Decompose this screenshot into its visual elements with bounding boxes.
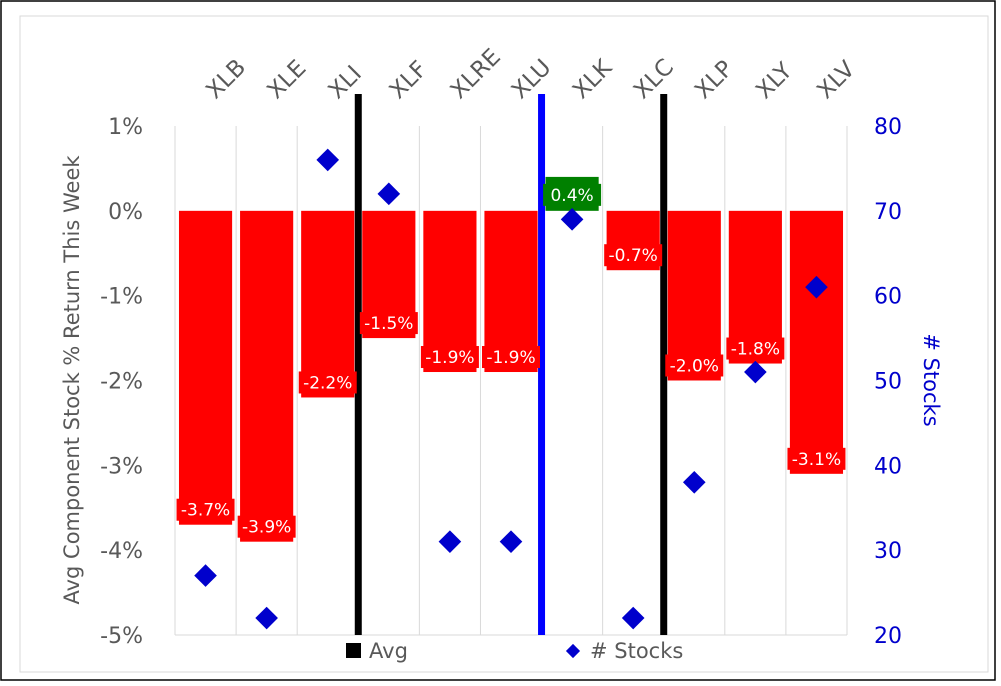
legend-stocks-label: # Stocks [590, 639, 683, 663]
bar-label-background [665, 354, 724, 377]
y2-tick-label: 80 [874, 115, 902, 140]
y2-tick-label: 40 [874, 454, 902, 479]
bar-label-background [604, 244, 663, 267]
marker-lines [354, 94, 668, 635]
bar-value-label: -3.9% [242, 518, 291, 538]
bar [240, 210, 294, 542]
stock-count-point [255, 606, 278, 630]
stock-count-point [805, 275, 828, 299]
stock-count-point [682, 470, 706, 494]
bar-label-background [237, 515, 296, 538]
y2-tick-label: 70 [874, 200, 902, 225]
y2-tick-label: 20 [874, 624, 902, 649]
bar [301, 210, 355, 398]
bar-label-background [482, 346, 540, 369]
bar-value-label: -1.5% [364, 314, 413, 334]
y-tick-label: -5% [100, 624, 143, 649]
bar-label-background [359, 312, 418, 335]
y2-tick-label: 60 [874, 285, 902, 310]
bar-label-background [298, 371, 357, 394]
legend: Avg # Stocks [346, 639, 683, 663]
y2-tick-label: 30 [874, 539, 902, 564]
y-tick-label: -4% [100, 539, 143, 564]
bar [484, 210, 538, 373]
bar-label-background [726, 337, 785, 360]
bar-value-label: -1.9% [425, 348, 474, 368]
y2-tick-labels: 80 70 60 50 40 30 20 [874, 115, 902, 649]
bar-label-background [420, 346, 479, 369]
bar-value-label: -2.0% [670, 357, 719, 377]
bar-value-label: -3.1% [792, 450, 841, 470]
stock-count-point [621, 606, 645, 630]
stock-count-point [499, 530, 523, 553]
y-tick-labels: 1% 0% -1% -2% -3% -4% -5% [100, 115, 143, 649]
plot-area-border [19, 15, 989, 673]
bar-value-labels: -3.7% -3.9% -2.2% -1.5% -1.9% -1.9% 0.4% -0.7% -… [176, 183, 846, 538]
y-tick-label: -3% [100, 454, 143, 479]
bar-label-background [176, 498, 235, 521]
bar-label-background [787, 447, 846, 470]
bar [423, 210, 477, 373]
y-tick-label: 0% [108, 200, 143, 225]
bar-value-label: -2.2% [303, 373, 352, 393]
y2-tick-label: 50 [874, 370, 902, 395]
stock-count-point [438, 530, 462, 553]
bar [178, 210, 233, 525]
y-tick-label: 1% [108, 115, 143, 140]
bar-label-background [543, 183, 602, 206]
y-tick-label: -2% [100, 370, 143, 395]
bar [789, 210, 844, 474]
bar-value-label: -1.9% [486, 348, 535, 368]
y2-axis-title: # Stocks [919, 333, 943, 426]
bar [667, 210, 721, 381]
bar-value-label: -0.7% [609, 246, 658, 266]
legend-avg-swatch [346, 643, 361, 658]
legend-avg-label: Avg [369, 639, 408, 663]
bar-value-label: -1.8% [731, 340, 780, 360]
y-axis-title: Avg Component Stock % Return This Week [60, 155, 84, 605]
bar-value-label: 0.4% [550, 186, 593, 206]
bar-value-label: -3.7% [181, 501, 230, 521]
legend-stocks-swatch [565, 643, 581, 659]
y-tick-label: -1% [100, 285, 143, 310]
stock-count-point [744, 360, 767, 384]
